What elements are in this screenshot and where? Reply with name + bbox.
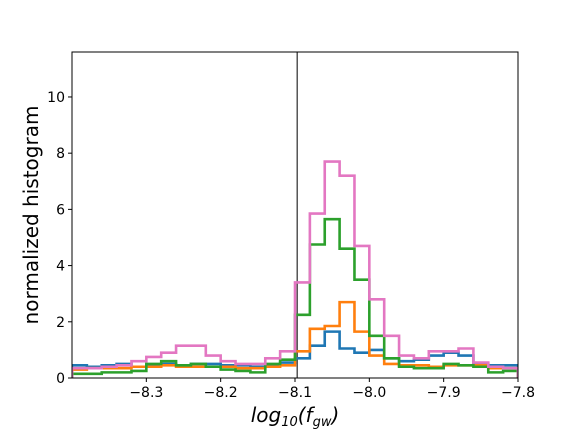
x-tick-label: −8.1: [278, 385, 312, 401]
x-axis-label: log10(fgw): [251, 403, 340, 430]
y-tick-label: 8: [56, 146, 65, 162]
y-tick-label: 0: [56, 371, 65, 387]
x-tick-label: −8.3: [129, 385, 163, 401]
x-tick-label: −8.2: [204, 385, 238, 401]
y-axis-ticks: 0 2 4 6 8 10: [47, 90, 72, 387]
x-tick-label: −7.9: [427, 385, 461, 401]
histogram-series-4: [72, 160, 518, 378]
x-tick-label: −7.8: [501, 385, 535, 401]
y-axis-label: normalized histogram: [19, 106, 43, 325]
x-axis-ticks: −8.3 −8.2 −8.1 −8.0 −7.9 −7.8: [129, 378, 535, 401]
histogram-series-2: [72, 300, 518, 378]
y-tick-label: 10: [47, 90, 65, 106]
plot-area: [72, 52, 518, 378]
y-tick-label: 4: [56, 259, 65, 275]
y-tick-label: 6: [56, 202, 65, 218]
y-tick-label: 2: [56, 315, 65, 331]
x-tick-label: −8.0: [352, 385, 386, 401]
